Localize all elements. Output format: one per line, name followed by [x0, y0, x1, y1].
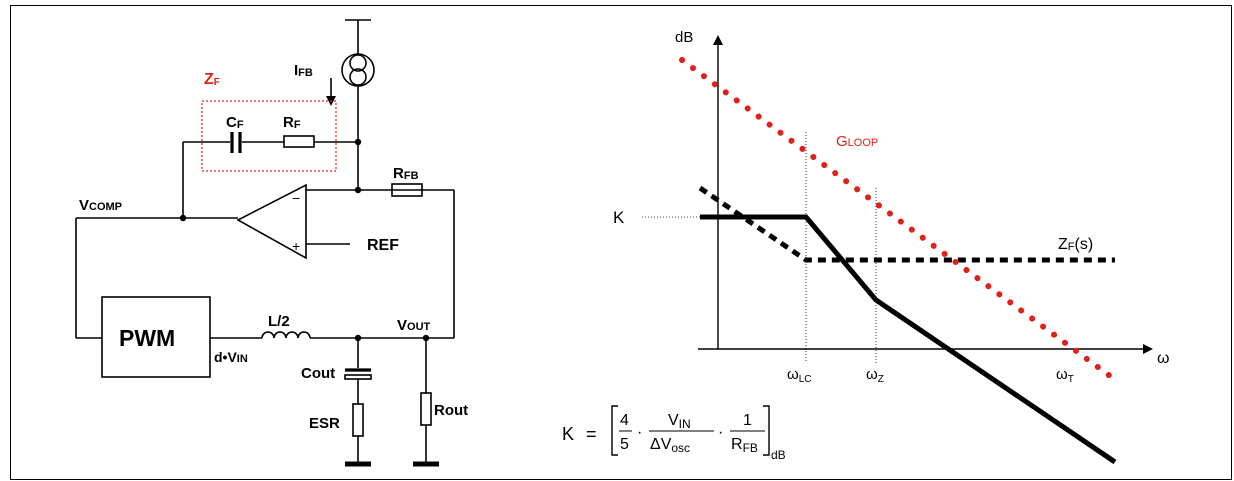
inductor-l2: [261, 331, 311, 339]
zf-dashed-box: [201, 100, 337, 172]
junction-vcomp: [179, 214, 187, 222]
current-source-ifb: [341, 53, 375, 87]
formula-dot1: ·: [637, 424, 642, 441]
label-rout: Rout: [434, 402, 468, 419]
label-ref: REF: [367, 237, 399, 254]
x-axis-label: ω: [1157, 350, 1170, 367]
label-l2: L/2: [268, 313, 290, 330]
formula-num2: VIN: [668, 412, 691, 431]
formula-num1: 4: [620, 412, 629, 429]
y-axis-label: dB: [675, 29, 693, 46]
formula-equals: =: [586, 424, 597, 444]
k-formula: K = 4 5 · VIN ΔVosc · 1 RFB dB: [562, 405, 786, 462]
resistor-rf: [283, 135, 315, 148]
label-pwm: PWM: [119, 325, 175, 351]
gloop-label: GLOOP: [836, 133, 878, 150]
junction-dots: [179, 138, 430, 342]
formula-num3: 1: [743, 412, 752, 429]
wlc-label: ωLC: [787, 366, 812, 385]
resistor-rfb: [391, 183, 423, 197]
label-cf: CF: [226, 114, 244, 131]
formula-den1: 5: [620, 436, 629, 453]
label-rfb: RFB: [393, 165, 419, 182]
formula-den3: RFB: [731, 436, 758, 455]
formula-db: dB: [771, 448, 786, 462]
zf-curve-label: ZF(s): [1058, 236, 1093, 253]
junction-inv: [354, 186, 362, 194]
label-rf: RF: [283, 114, 301, 131]
opamp-plus-sign: +: [292, 238, 300, 254]
label-vout: VOUT: [397, 317, 431, 334]
zf-asymptote-curve: [698, 185, 1115, 263]
label-esr: ESR: [309, 415, 340, 432]
label-cout: Cout: [301, 365, 335, 382]
capacitor-cout: [344, 368, 372, 380]
formula-den2: ΔVosc: [650, 436, 690, 455]
label-ifb: IFB: [294, 62, 313, 79]
capacitor-cf: [230, 132, 242, 153]
figure-border: [10, 5, 1232, 480]
label-dvin: d•VIN: [214, 349, 248, 365]
wt-label: ωT: [1056, 366, 1074, 385]
plant-gain-curve: [700, 214, 1117, 465]
junction-zf: [354, 138, 362, 146]
op-amp: [236, 183, 307, 260]
resistor-rout: [420, 392, 432, 426]
junction-vout: [422, 334, 430, 342]
bode-plot: [642, 35, 1153, 465]
formula-k: K: [562, 424, 574, 444]
junction-lc: [354, 334, 362, 342]
circuit-schematic: [75, 19, 455, 467]
resistor-esr: [352, 403, 364, 437]
pwm-block: [101, 296, 211, 378]
label-vcomp: VCOMP: [79, 197, 122, 214]
formula-left-bracket: [611, 405, 618, 456]
formula-right-bracket: [763, 405, 770, 456]
label-zf: ZF: [204, 71, 220, 88]
wz-label: ωZ: [866, 366, 884, 385]
formula-dot2: ·: [718, 424, 723, 441]
opamp-minus-sign: −: [292, 190, 300, 206]
k-axis-label: K: [613, 208, 625, 227]
